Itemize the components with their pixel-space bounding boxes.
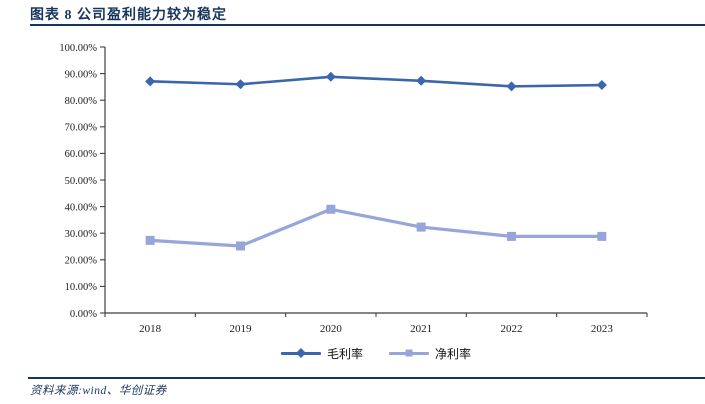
svg-text:0.00%: 0.00%	[70, 309, 97, 320]
legend-label-net-margin: 净利率	[435, 346, 472, 361]
svg-text:100.00%: 100.00%	[59, 43, 97, 54]
net-margin-legend-marker-icon	[389, 349, 429, 357]
svg-text:20.00%: 20.00%	[65, 256, 98, 267]
gross-margin-legend-marker-icon	[280, 348, 321, 358]
svg-text:60.00%: 60.00%	[65, 149, 98, 160]
svg-text:2021: 2021	[410, 323, 432, 335]
svg-text:90.00%: 90.00%	[65, 69, 98, 80]
figure-source: 资料来源:wind、华创证券	[30, 385, 167, 397]
svg-text:50.00%: 50.00%	[65, 176, 98, 187]
svg-text:2019: 2019	[230, 323, 253, 335]
svg-text:70.00%: 70.00%	[65, 123, 98, 134]
svg-text:2022: 2022	[501, 323, 523, 335]
footer-divider	[28, 377, 705, 379]
y-axis: 0.00% 10.00% 20.00% 30.00% 40.00% 50.00% 60.00…	[59, 43, 106, 320]
svg-text:80.00%: 80.00%	[65, 96, 98, 107]
series-net-margin	[145, 204, 607, 251]
title-divider	[30, 24, 705, 26]
svg-text:30.00%: 30.00%	[65, 229, 98, 240]
figure-title: 图表 8 公司盈利能力较为稳定	[30, 8, 227, 23]
svg-text:40.00%: 40.00%	[65, 202, 98, 213]
svg-text:10.00%: 10.00%	[65, 282, 98, 293]
svg-text:2018: 2018	[139, 323, 162, 335]
svg-text:2020: 2020	[320, 323, 343, 335]
legend-item-gross-margin: 毛利率	[280, 345, 363, 362]
svg-text:2023: 2023	[591, 323, 614, 335]
chart-legend: 毛利率 净利率	[105, 344, 647, 362]
series-gross-margin	[145, 71, 607, 92]
x-axis: 2018 2019 2020 2021 2022 2023	[104, 312, 648, 335]
legend-label-gross-margin: 毛利率	[326, 346, 363, 361]
legend-item-net-margin: 净利率	[389, 345, 471, 362]
